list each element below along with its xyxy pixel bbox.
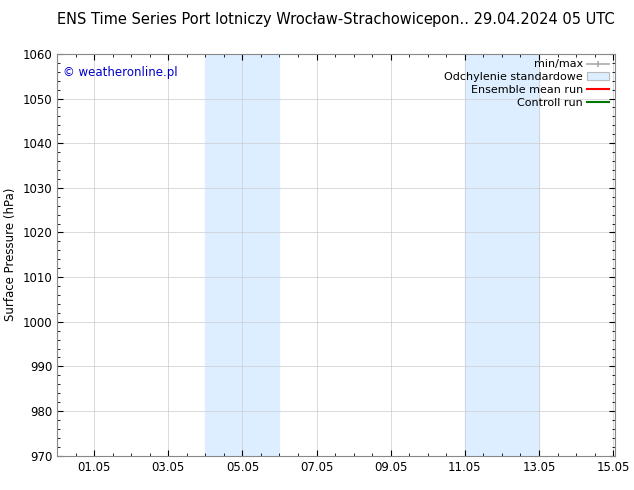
Legend: min/max, Odchylenie standardowe, Ensemble mean run, Controll run: min/max, Odchylenie standardowe, Ensembl… [442,57,612,110]
Text: © weatheronline.pl: © weatheronline.pl [63,66,178,79]
Bar [465,54,539,456]
Text: ENS Time Series Port lotniczy Wrocław-Strachowice: ENS Time Series Port lotniczy Wrocław-St… [57,12,433,27]
Text: pon.. 29.04.2024 05 UTC: pon.. 29.04.2024 05 UTC [432,12,615,27]
Bar [205,54,280,456]
Y-axis label: Surface Pressure (hPa): Surface Pressure (hPa) [4,188,17,321]
